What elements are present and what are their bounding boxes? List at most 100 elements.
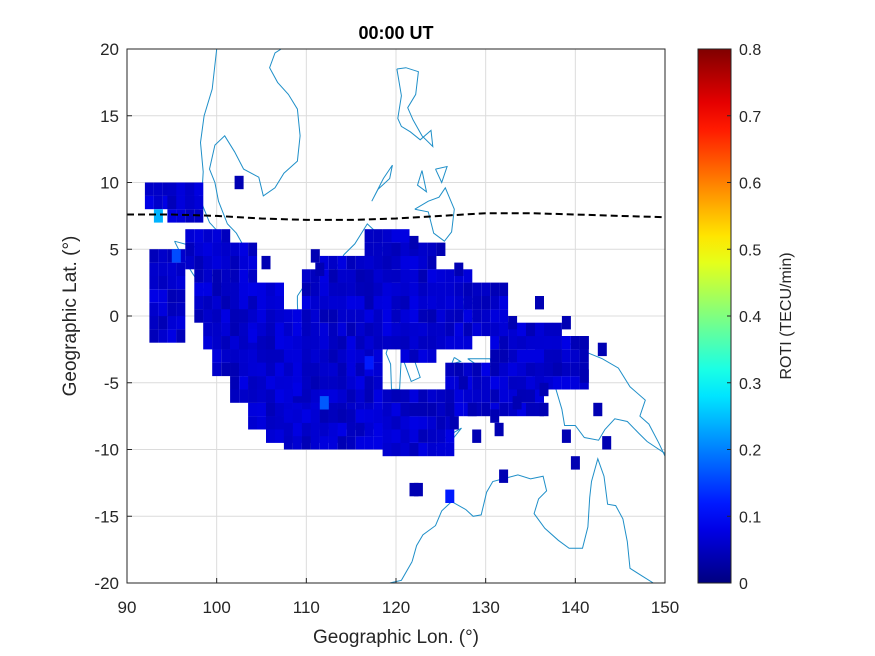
- roti-cell: [239, 349, 249, 363]
- roti-cell: [283, 349, 293, 363]
- roti-cell: [400, 269, 410, 283]
- colorbar-tick-label: 0.6: [739, 176, 761, 193]
- roti-cell: [481, 389, 491, 403]
- roti-cell: [490, 336, 500, 350]
- roti-cell: [176, 302, 186, 317]
- roti-cell: [167, 289, 177, 303]
- roti-cell: [499, 469, 509, 483]
- roti-cell: [346, 269, 356, 283]
- roti-cell: [597, 342, 607, 357]
- roti-cell: [301, 362, 311, 377]
- roti-cell: [310, 409, 320, 423]
- roti-cell: [266, 322, 275, 337]
- roti-cell: [158, 329, 168, 343]
- roti-cell: [346, 309, 356, 323]
- roti-cell: [167, 182, 177, 196]
- roti-cell: [400, 229, 410, 243]
- roti-cell: [239, 242, 249, 256]
- x-axis-label: Geographic Lon. (°): [313, 627, 479, 648]
- roti-cell: [203, 309, 213, 323]
- roti-cell: [364, 436, 374, 450]
- roti-cell: [490, 349, 500, 363]
- roti-cell: [230, 349, 240, 363]
- roti-cell: [248, 242, 258, 256]
- roti-cell: [427, 442, 437, 457]
- roti-cell: [373, 282, 383, 296]
- roti-cell: [153, 182, 163, 196]
- roti-cell: [328, 376, 338, 390]
- roti-cell: [221, 255, 231, 270]
- roti-cell: [427, 402, 437, 417]
- roti-cell: [319, 376, 329, 390]
- roti-cell: [248, 349, 258, 363]
- roti-cell: [418, 309, 428, 323]
- roti-cell: [234, 175, 244, 190]
- roti-cell: [445, 362, 455, 377]
- roti-cell: [373, 349, 383, 363]
- roti-cell: [301, 422, 311, 437]
- colorbar: [697, 48, 732, 584]
- y-tick-label: 0: [110, 307, 119, 326]
- roti-cell: [275, 296, 284, 310]
- roti-cell: [185, 182, 195, 196]
- roti-cell: [328, 269, 338, 283]
- roti-cell: [158, 316, 168, 330]
- roti-cell: [176, 275, 186, 290]
- colorbar-ticks: 0.8 0.7 0.6 0.5 0.4 0.3 0.2 0.1 0: [727, 42, 761, 593]
- roti-cell: [418, 282, 428, 296]
- roti-cell: [212, 336, 222, 350]
- roti-cell: [382, 255, 392, 270]
- x-tick-label: 110: [293, 598, 320, 617]
- roti-cell: [570, 349, 580, 363]
- roti-cell: [315, 262, 325, 276]
- roti-cell: [328, 282, 338, 296]
- colorbar-tick-label: 0.8: [739, 42, 761, 59]
- roti-cell: [409, 416, 419, 430]
- roti-cell: [382, 336, 392, 350]
- roti-cell: [212, 282, 222, 296]
- roti-cell: [319, 362, 329, 377]
- roti-cell: [418, 322, 428, 337]
- roti-cell: [364, 282, 374, 296]
- roti-cell: [463, 282, 473, 296]
- roti-cell: [248, 416, 258, 430]
- roti-cell: [391, 242, 401, 256]
- roti-cell: [221, 322, 231, 337]
- roti-cell: [490, 376, 500, 390]
- roti-cell: [167, 195, 177, 210]
- roti-cell: [203, 322, 213, 337]
- roti-cell: [337, 255, 347, 270]
- roti-cell: [301, 389, 311, 403]
- roti-cell: [517, 376, 526, 390]
- y-tick-label: -10: [94, 441, 119, 460]
- roti-cell: [382, 296, 392, 310]
- roti-cell: [436, 389, 446, 403]
- roti-cell: [373, 296, 383, 310]
- chart-title: 00:00 UT: [358, 23, 433, 43]
- roti-cell: [275, 309, 284, 323]
- roti-cell: [319, 422, 329, 437]
- roti-cell: [445, 269, 455, 283]
- roti-cell: [355, 376, 365, 390]
- roti-cell: [409, 309, 419, 323]
- roti-cell: [445, 489, 455, 503]
- roti-cell: [346, 422, 356, 437]
- roti-cell: [499, 389, 509, 403]
- roti-cell: [454, 322, 464, 337]
- roti-cell: [310, 309, 320, 323]
- roti-cell: [570, 362, 580, 377]
- roti-cell: [364, 309, 374, 323]
- roti-cell: [194, 269, 204, 283]
- roti-cell: [593, 402, 603, 417]
- roti-cell: [427, 282, 437, 296]
- roti-cell: [418, 242, 428, 256]
- roti-cell: [561, 376, 571, 390]
- roti-cell: [400, 255, 410, 270]
- roti-cell: [239, 376, 249, 390]
- roti-cell: [167, 302, 177, 317]
- roti-cell: [409, 349, 419, 363]
- roti-cell: [445, 376, 455, 390]
- roti-cell: [526, 362, 535, 377]
- roti-cell: [561, 362, 571, 377]
- roti-cell: [230, 269, 240, 283]
